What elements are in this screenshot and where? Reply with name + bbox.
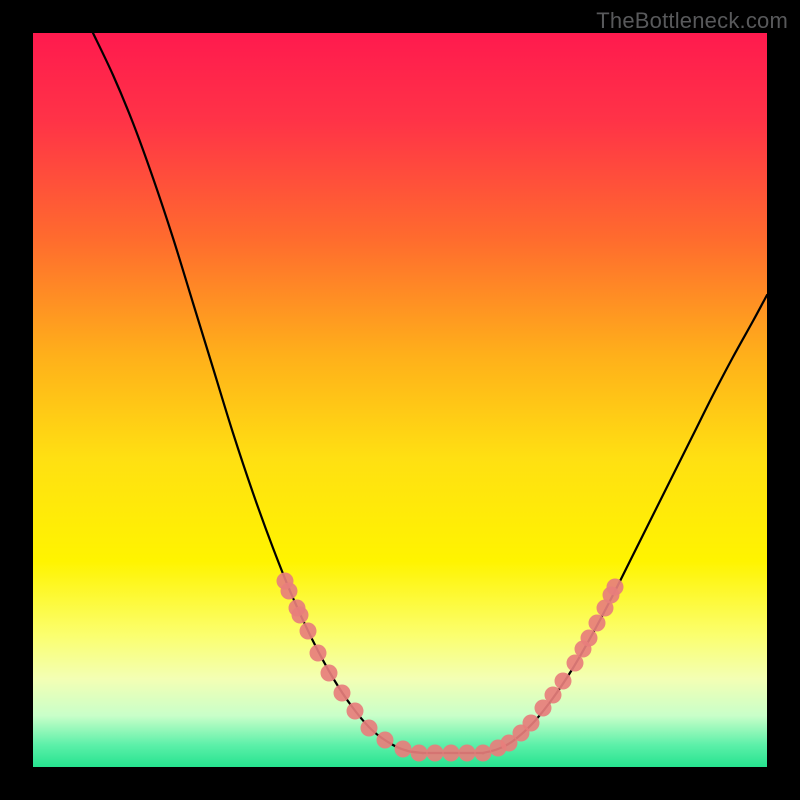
gradient-background xyxy=(33,33,767,767)
data-marker xyxy=(475,745,492,762)
data-marker xyxy=(443,745,460,762)
chart-svg xyxy=(33,33,767,767)
data-marker xyxy=(395,741,412,758)
data-marker xyxy=(607,579,624,596)
data-marker xyxy=(377,732,394,749)
data-marker xyxy=(334,685,351,702)
data-marker xyxy=(555,673,572,690)
plot-area xyxy=(33,33,767,767)
data-marker xyxy=(459,745,476,762)
data-marker xyxy=(347,703,364,720)
chart-frame: TheBottleneck.com xyxy=(0,0,800,800)
data-marker xyxy=(321,665,338,682)
data-marker xyxy=(427,745,444,762)
data-marker xyxy=(310,645,327,662)
data-marker xyxy=(361,720,378,737)
data-marker xyxy=(300,623,317,640)
data-marker xyxy=(545,687,562,704)
watermark-text: TheBottleneck.com xyxy=(596,8,788,34)
data-marker xyxy=(589,615,606,632)
data-marker xyxy=(523,715,540,732)
data-marker xyxy=(292,607,309,624)
data-marker xyxy=(581,630,598,647)
data-marker xyxy=(281,583,298,600)
data-marker xyxy=(411,745,428,762)
